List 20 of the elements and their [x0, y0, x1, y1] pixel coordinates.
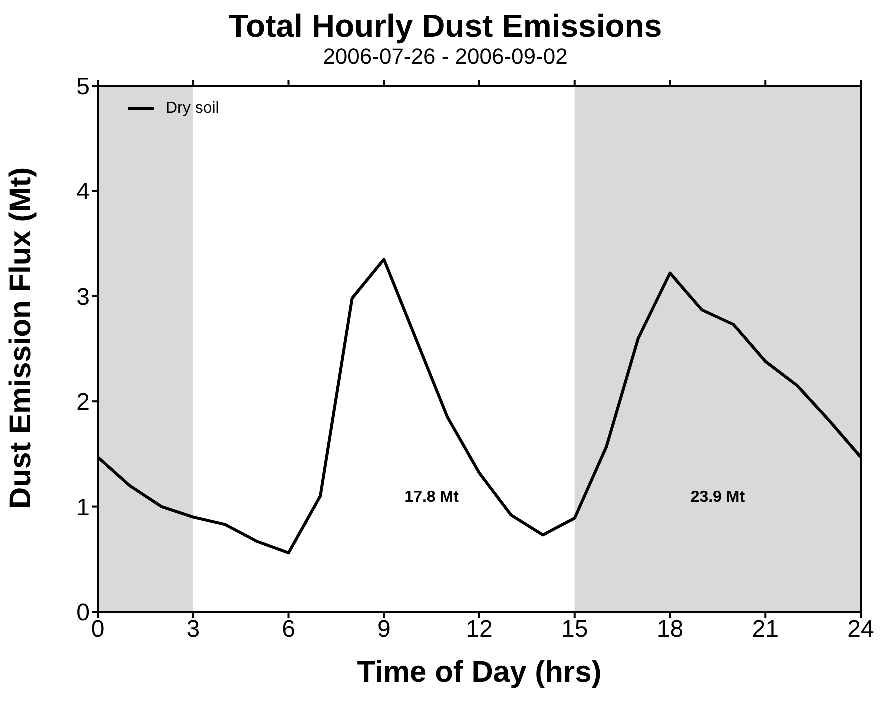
- x-tick-label: 6: [282, 616, 296, 644]
- chart-title: Total Hourly Dust Emissions: [228, 8, 664, 44]
- y-tick-label: 1: [76, 494, 90, 522]
- annotation: 23.9 Mt: [690, 488, 746, 506]
- x-tick-label: 24: [848, 616, 874, 644]
- legend-label: Dry soil: [166, 100, 220, 118]
- y-tick-label: 3: [76, 284, 90, 311]
- x-tick-label: 21: [752, 616, 779, 644]
- chart-subtitle: 2006-07-26 - 2006-09-02: [322, 44, 569, 70]
- x-tick-label: 12: [466, 616, 493, 644]
- y-axis-title: Dust Emission Flux (Mt): [4, 167, 38, 509]
- x-tick-label: 15: [562, 616, 588, 644]
- y-tick-label: 2: [76, 389, 90, 416]
- y-tick-label: 4: [76, 178, 90, 206]
- x-tick-label: 9: [377, 616, 391, 644]
- x-tick-label: 18: [656, 616, 684, 644]
- annotation: 17.8 Mt: [404, 488, 460, 506]
- x-tick-label: 3: [186, 616, 200, 644]
- x-axis-title: Time of Day (hrs): [357, 656, 602, 689]
- y-tick-label: 5: [76, 74, 90, 101]
